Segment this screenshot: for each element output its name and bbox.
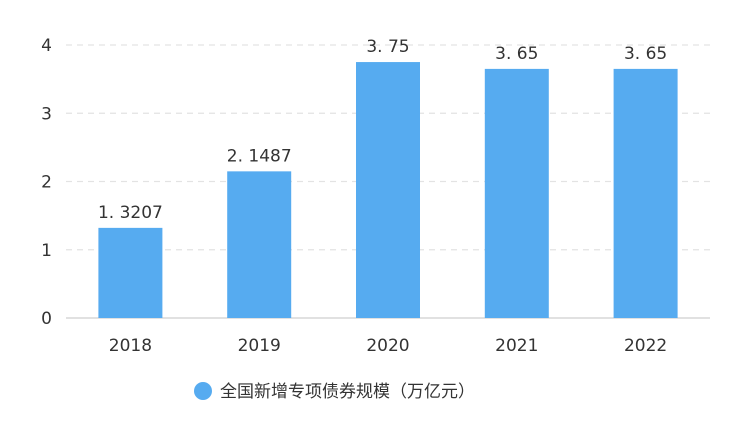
y-tick-label: 1 xyxy=(41,241,52,261)
bar-2021[interactable] xyxy=(484,68,549,318)
x-axis-ticks: 2018 2019 2020 2021 2022 xyxy=(109,336,667,356)
y-tick-label: 2 xyxy=(41,173,52,193)
x-tick-label: 2019 xyxy=(238,336,281,356)
legend-label: 全国新增专项债券规模（万亿元） xyxy=(220,382,475,402)
data-label-2021: 3. 65 xyxy=(495,44,538,64)
data-label-2019: 2. 1487 xyxy=(227,146,292,166)
data-label-2022: 3. 65 xyxy=(624,44,667,64)
y-tick-label: 0 xyxy=(41,309,52,329)
bar-2018[interactable] xyxy=(98,227,163,318)
x-tick-label: 2018 xyxy=(109,336,152,356)
legend-marker-icon xyxy=(194,382,212,400)
x-tick-label: 2021 xyxy=(495,336,538,356)
legend[interactable]: 全国新增专项债券规模（万亿元） xyxy=(194,382,475,402)
bar-2022[interactable] xyxy=(613,68,678,318)
x-tick-label: 2020 xyxy=(366,336,409,356)
data-label-2018: 1. 3207 xyxy=(98,203,163,223)
data-labels: 1. 3207 2. 1487 3. 75 3. 65 3. 65 xyxy=(98,37,667,223)
bar-2020[interactable] xyxy=(356,62,420,318)
bar-2019[interactable] xyxy=(227,171,292,318)
y-axis-ticks: 0 1 2 3 4 xyxy=(41,36,52,329)
x-tick-label: 2022 xyxy=(624,336,667,356)
y-tick-label: 4 xyxy=(41,36,52,56)
bars xyxy=(98,62,678,318)
y-tick-label: 3 xyxy=(41,104,52,124)
data-label-2020: 3. 75 xyxy=(366,37,409,57)
